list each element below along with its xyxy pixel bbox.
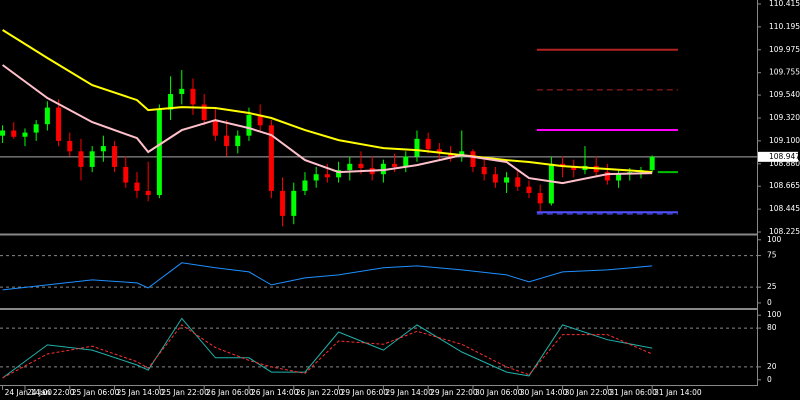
candle-body [235,135,241,147]
candle-body [448,153,454,157]
candle-body [481,166,487,175]
candle-body [571,166,577,171]
candle-body [246,114,252,136]
current-price-box [758,151,798,162]
candle-body [414,138,420,157]
x-tick-label: 26 Jan 14:00 [251,388,299,397]
candle-body [436,149,442,154]
y-tick-label: 109.100 [769,136,800,145]
candle-body [100,146,106,152]
y-tick-label: 80 [767,323,777,332]
candle-body [604,172,610,181]
y-tick-label: 20 [767,362,777,371]
y-tick-label: 108.880 [769,159,800,168]
candle-body [134,182,140,191]
y-tick-label: 108.225 [769,227,800,236]
y-tick-label: 100 [767,235,782,244]
candle-body [537,192,543,204]
candle-body [526,186,532,193]
y-tick-label: 25 [767,282,777,291]
candle-body [470,151,476,167]
candle-body [515,177,521,187]
x-tick-label: 29 Jan 06:00 [341,388,389,397]
candle-body [112,146,118,167]
y-tick-label: 0 [767,298,772,307]
x-tick-label: 30 Jan 06:00 [475,388,523,397]
candle-body [11,130,17,137]
candle-body [280,190,286,216]
indicator-line [2,324,653,379]
candle-body [78,151,84,167]
candle-body [492,174,498,183]
candle-body [89,151,95,167]
y-tick-label: 109.975 [769,45,800,54]
candle-body [358,163,364,168]
x-tick-label: 26 Jan 06:00 [206,388,254,397]
y-tick-label: 0 [767,375,772,384]
candle-body [616,174,622,181]
y-tick-label: 109.755 [769,68,800,77]
candle-body [56,107,62,141]
candle-body [425,138,431,150]
candle-body [324,174,330,178]
x-tick-label: 25 Jan 22:00 [161,388,209,397]
x-tick-label: 25 Jan 14:00 [117,388,165,397]
candle-body [649,156,655,171]
candle-body [302,180,308,191]
candle-body [392,163,398,167]
candle-body [224,135,230,147]
y-tick-label: 108.445 [769,204,800,213]
candle-body [257,114,263,126]
candle-body [190,88,196,105]
candle-body [548,163,554,204]
indicator-line [2,29,653,173]
candle-body [347,163,353,171]
candle-body [268,125,274,191]
y-tick-label: 109.540 [769,90,800,99]
candle-body [380,163,386,175]
candle-body [22,132,28,137]
y-tick-label: 110.195 [769,22,800,31]
x-tick-label: 25 Jan 06:00 [72,388,120,397]
x-tick-label: 29 Jan 22:00 [430,388,478,397]
y-tick-label: 110.415 [769,0,800,8]
candle-body [0,130,6,136]
candle-body [201,104,207,121]
indicator-line [2,64,653,185]
y-tick-label: 100 [767,310,782,319]
candle-body [168,94,174,110]
x-tick-label: 24 Jan 22:00 [27,388,75,397]
x-tick-label: 30 Jan 14:00 [520,388,568,397]
candle-body [67,140,73,152]
candle-body [179,88,185,95]
candle-body [336,170,342,178]
x-tick-label: 29 Jan 14:00 [385,388,433,397]
candle-body [403,156,409,167]
candle-body [291,190,297,216]
candle-body [123,166,129,183]
indicator-line [2,317,653,379]
candle-body [459,151,465,157]
candle-body [156,109,162,196]
x-tick-label: 26 Jan 22:00 [296,388,344,397]
y-tick-label: 108.665 [769,181,800,190]
indicator-line [2,262,653,291]
x-tick-label: 24 Jan 14:00 [5,388,53,397]
candle-body [145,190,151,196]
candle-body [33,124,39,133]
y-tick-label: 109.320 [769,113,800,122]
candle-body [44,107,50,125]
x-tick-label: 31 Jan 14:00 [654,388,702,397]
x-tick-label: 31 Jan 06:00 [609,388,657,397]
current-price-label: 108.947 [769,152,800,161]
x-tick-label: 30 Jan 22:00 [565,388,613,397]
y-tick-label: 75 [767,251,777,260]
candle-body [504,177,510,183]
candle-body [313,174,319,181]
candle-body [212,120,218,136]
